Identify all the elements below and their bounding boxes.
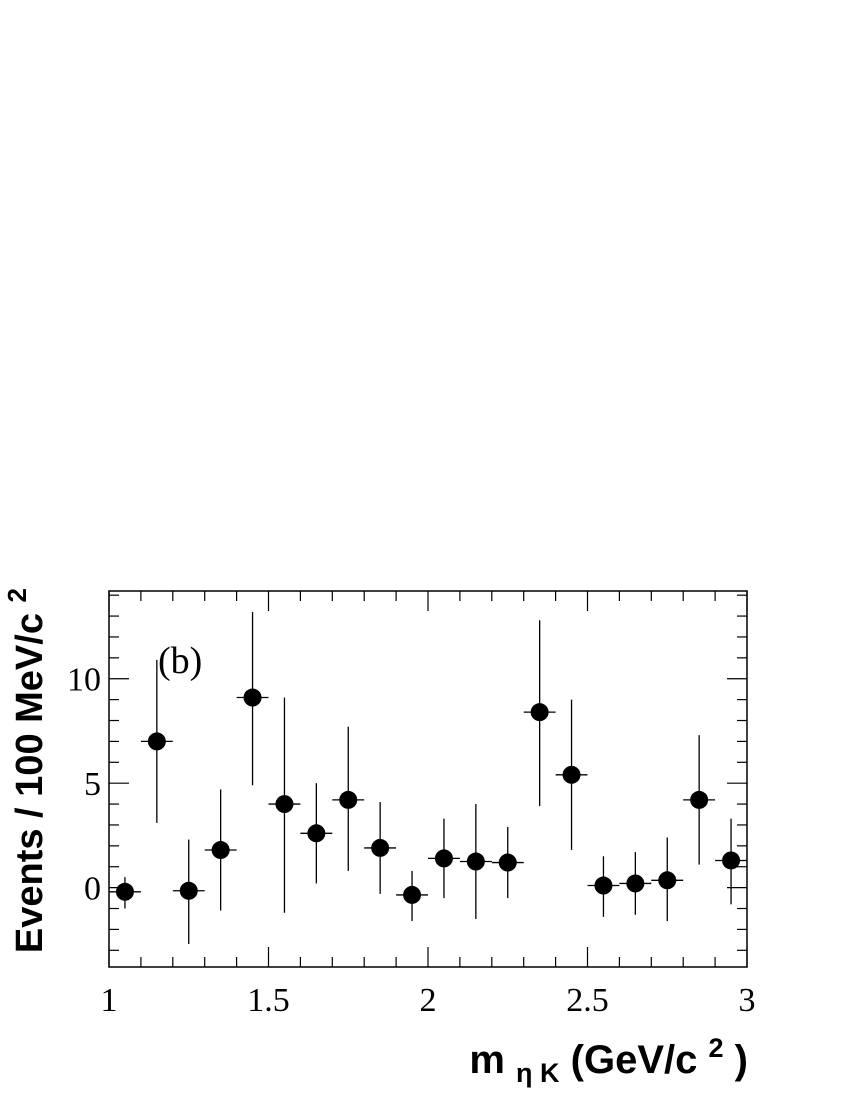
data-point [619,852,652,915]
plot-frame [108,590,748,968]
data-point [683,735,716,865]
data-point [300,783,333,884]
marker [179,881,198,900]
data-point [396,870,428,922]
marker [690,790,709,809]
y-axis-title-sup: 2 [2,588,32,602]
marker [339,790,358,809]
x-axis-title-unit: (GeV/c [571,1038,698,1082]
data-point [172,839,205,945]
marker [275,795,294,814]
marker [594,876,613,895]
data-points [109,611,747,945]
data-point [204,789,237,911]
tick-labels: 1 1.5 2 2.5 3 0 5 10 [67,662,756,1019]
x-tick-label: 2 [420,982,437,1019]
data-point [428,818,460,899]
data-point [109,877,141,909]
panel-label: (b) [158,640,202,682]
marker [403,885,422,904]
data-point [587,856,620,917]
axis-ticks [108,591,748,967]
y-tick-label: 5 [84,766,101,803]
data-point [715,818,747,905]
data-point [491,827,524,899]
data-point [268,697,301,913]
marker [371,838,390,857]
marker [530,703,549,722]
marker [658,871,677,890]
marker [434,849,453,868]
y-axis-title-main: Events / 100 MeV/c [9,613,51,953]
data-point [332,726,365,871]
x-tick-label: 2.5 [566,982,609,1019]
x-axis-title-unit-end: ) [735,1038,748,1082]
marker [498,853,517,872]
y-axis-title: Events / 100 MeV/c 2 [2,588,51,953]
marker [722,851,741,870]
data-point [140,659,173,823]
marker [466,852,485,871]
marker [307,824,326,843]
x-tick-label: 1.5 [247,982,290,1019]
marker [211,841,230,860]
data-point [555,699,588,851]
data-point [651,837,684,922]
marker [115,882,134,901]
marker [147,732,166,751]
x-tick-label: 1 [101,982,118,1019]
marker [562,765,581,784]
y-tick-label: 0 [84,871,101,908]
data-point [523,620,556,807]
x-axis-title-sub: η K [516,1058,560,1088]
data-point [236,611,269,786]
data-point [459,804,492,919]
x-axis-title-main: m [469,1038,505,1082]
marker [243,688,262,707]
marker [626,874,645,893]
x-axis-title: m η K (GeV/c 2 ) [469,1022,748,1091]
x-axis-title-unit-sup: 2 [709,1033,724,1063]
x-tick-label: 3 [739,982,756,1019]
data-point [364,801,397,894]
y-tick-label: 10 [67,662,101,699]
